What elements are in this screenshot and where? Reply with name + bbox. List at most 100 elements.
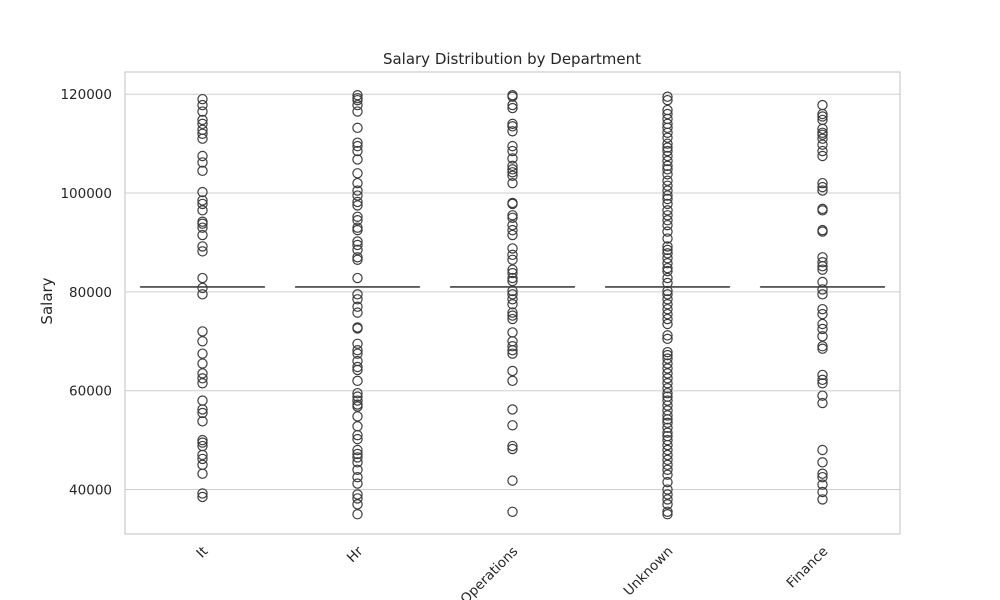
outlier-point xyxy=(507,219,518,231)
outlier-point xyxy=(352,190,363,201)
outlier-point xyxy=(662,241,673,252)
outlier-point xyxy=(662,190,673,201)
outlier-point xyxy=(352,433,363,445)
outlier-point xyxy=(197,368,208,379)
outlier-point xyxy=(352,399,363,410)
outlier-point xyxy=(662,253,673,264)
outlier-point xyxy=(507,177,518,189)
x-tick-label: Hr xyxy=(344,543,367,566)
box-group xyxy=(759,99,886,505)
outlier-point xyxy=(662,91,673,102)
outlier-point xyxy=(817,457,828,468)
outlier-point xyxy=(817,139,828,150)
outlier-point xyxy=(507,294,518,305)
outlier-point xyxy=(662,387,673,399)
box-group xyxy=(449,90,576,517)
outlier-point xyxy=(352,395,363,406)
outlier-point xyxy=(662,248,673,259)
outlier-point xyxy=(817,99,828,111)
outlier-point xyxy=(817,468,828,479)
outlier-point xyxy=(352,387,363,399)
outlier-point xyxy=(662,138,673,149)
outlier-point xyxy=(352,168,363,179)
box-group xyxy=(294,90,421,520)
outlier-point xyxy=(352,361,363,373)
outlier-point xyxy=(197,440,208,452)
outlier-point xyxy=(817,284,828,295)
outlier-point xyxy=(352,254,363,265)
outlier-point xyxy=(507,153,518,164)
outlier-point xyxy=(507,365,518,377)
outlier-point xyxy=(817,114,828,126)
outlier-point xyxy=(352,421,363,432)
outlier-point xyxy=(662,285,673,297)
outlier-point xyxy=(817,308,828,320)
outlier-point xyxy=(662,484,673,495)
outlier-point xyxy=(507,145,518,157)
outlier-point xyxy=(352,444,363,456)
outlier-point xyxy=(352,448,363,460)
outlier-point xyxy=(197,114,208,126)
outlier-point xyxy=(507,327,518,338)
outlier-point xyxy=(197,195,208,206)
outlier-point xyxy=(197,434,208,446)
outlier-point xyxy=(662,449,673,461)
outlier-point xyxy=(197,93,208,105)
outlier-point xyxy=(817,494,828,505)
outlier-point xyxy=(352,294,363,305)
outlier-point xyxy=(662,233,673,244)
outlier-point xyxy=(662,265,673,277)
outlier-point xyxy=(817,185,828,196)
outlier-point xyxy=(662,454,673,466)
outlier-point xyxy=(817,303,828,315)
outlier-point xyxy=(662,363,673,374)
outlier-point xyxy=(662,459,673,471)
outlier-point xyxy=(662,118,673,130)
outlier-point xyxy=(507,224,518,236)
outlier-point xyxy=(507,443,518,455)
outlier-point xyxy=(507,375,518,387)
outlier-point xyxy=(352,154,363,165)
outlier-point xyxy=(197,488,208,499)
outlier-point xyxy=(352,224,363,236)
outlier-point xyxy=(662,104,673,116)
outlier-point xyxy=(197,128,208,139)
outlier-point xyxy=(662,193,673,205)
outlier-point xyxy=(662,155,673,167)
outlier-point xyxy=(817,479,828,490)
outlier-point xyxy=(507,404,518,415)
outlier-point xyxy=(817,111,828,122)
outlier-point xyxy=(662,489,673,500)
outlier-point xyxy=(352,222,363,233)
outlier-point xyxy=(817,323,828,335)
outlier-point xyxy=(197,186,208,198)
outlier-point xyxy=(817,276,828,288)
outlier-point xyxy=(197,336,208,347)
plot-frame xyxy=(124,71,901,535)
outlier-point xyxy=(817,150,828,162)
outlier-point xyxy=(197,99,208,111)
outlier-point xyxy=(352,90,363,101)
outlier-point xyxy=(352,348,363,359)
outlier-point xyxy=(507,140,518,152)
outlier-point xyxy=(662,318,673,330)
outlier-point xyxy=(662,378,673,389)
outlier-point xyxy=(507,210,518,221)
x-tick-label: Unknown xyxy=(621,544,677,600)
outlier-point xyxy=(817,264,828,275)
outlier-point xyxy=(352,252,363,263)
outlier-point xyxy=(197,165,208,177)
outlier-point xyxy=(507,289,518,300)
outlier-point xyxy=(662,210,673,221)
outlier-point xyxy=(507,440,518,452)
outlier-point xyxy=(662,205,673,216)
outlier-point xyxy=(817,181,828,193)
outlier-point xyxy=(817,390,828,401)
outlier-point xyxy=(352,344,363,356)
outlier-point xyxy=(352,92,363,104)
outlier-point xyxy=(662,434,673,446)
outlier-point xyxy=(352,452,363,463)
outlier-point xyxy=(662,185,673,196)
outlier-point xyxy=(197,205,208,216)
